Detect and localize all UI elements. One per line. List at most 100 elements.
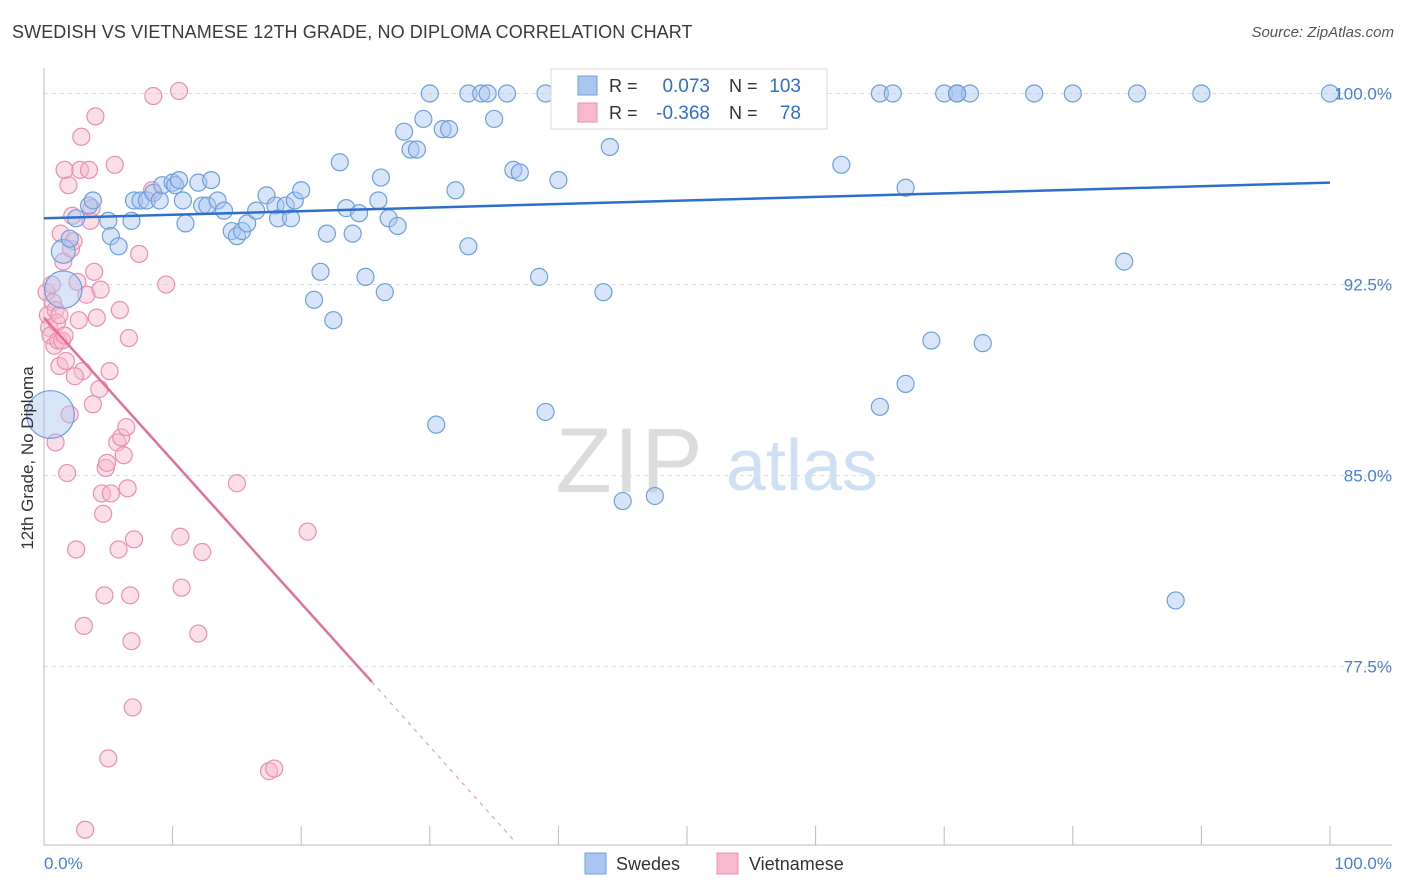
y-tick-labels: 100.0% 92.5% 85.0% 77.5% [1334,84,1392,676]
swedes-point [1320,84,1340,103]
stats-n-value-swedes: 103 [769,76,801,97]
vietnamese-point [101,484,120,503]
vietnamese-point [105,155,124,174]
vietnamese-point [97,453,117,472]
swedes-point [922,331,941,350]
legend-label-vietnamese: Vietnamese [749,854,844,874]
swedes-point [960,84,980,103]
swedes-point [883,84,902,103]
swedes-point [459,237,478,256]
stats-r-label-vietnamese: R = [609,103,643,123]
legend-swatch-swedes [584,852,607,875]
swedes-point [222,221,241,241]
swedes-point [414,109,433,129]
vietnamese-point [52,331,72,350]
swedes-point [349,204,369,223]
vietnamese-point [259,762,279,781]
vietnamese-point [67,540,86,559]
y-tick-label-3: 77.5% [1344,658,1392,677]
vietnamese-point [112,428,131,447]
swedes-point [99,211,118,230]
swedes-point [973,334,992,353]
swedes-point [613,491,632,511]
stats-swatch-swedes [577,75,598,96]
swedes-point [257,186,276,205]
swedes-point [394,122,414,141]
stats-n-label-vietnamese: N = [729,103,763,123]
swedes-point [870,397,890,416]
swedes-point [83,191,102,210]
swedes-point [169,170,189,190]
vietnamese-point [58,463,77,483]
swedes-point [285,191,304,210]
swedes-point [26,390,75,439]
swedes-point [202,170,221,190]
vietnamese-point [55,326,74,345]
vietnamese-point [72,127,91,146]
y-axis-label: 12th Grade, No Diploma [18,366,37,550]
vietnamese-point [169,81,189,101]
swedes-point [433,120,452,139]
vietnamese-point [122,632,141,651]
swedes-point [439,120,459,139]
vietnamese-point [65,367,84,386]
swedes-point [173,191,192,210]
vietnamese-point [193,542,212,562]
swedes-point [324,311,343,330]
swedes-point [645,486,664,506]
chart-title: SWEDISH VS VIETNAMESE 12TH GRADE, NO DIP… [12,22,693,42]
vietnamese-point [50,306,69,325]
swedes-point [896,178,915,197]
swedes-point [427,415,446,434]
vietnamese-point [55,160,74,180]
swedes-point [530,267,549,286]
swedes-point [238,214,257,233]
swedes-point [594,283,613,302]
vietnamese-point [123,698,142,717]
swedes-point [600,137,619,157]
swedes-point [176,214,195,233]
swedes-point [317,224,337,243]
series-legend: Swedes Vietnamese [584,852,844,875]
swedes-point [214,201,234,220]
vietnamese-point [110,300,129,320]
vietnamese-point [91,280,110,299]
vietnamese-point [189,624,208,643]
swedes-point [832,155,851,174]
legend-label-swedes: Swedes [616,854,680,874]
vietnamese-point [114,446,133,465]
swedes-point [371,168,391,187]
swedes-point [935,84,954,103]
swedes-point [292,181,311,200]
swedes-point [304,290,324,309]
swedes-point [281,209,301,228]
swedes-point [459,84,478,103]
swedes-point [1025,84,1044,103]
vietnamese-trend-line [43,316,373,683]
swedes-point [947,84,967,103]
source-label: Source: ZipAtlas.com [1251,24,1394,41]
swedes-point [870,84,890,103]
swedes-point [1063,84,1082,103]
x-tick-label-max: 100.0% [1334,854,1392,873]
swedes-point [896,374,915,393]
x-tick-label-min: 0.0% [44,854,83,873]
y-tick-label-2: 85.0% [1344,467,1392,486]
stats-r-value-swedes: 0.073 [662,76,710,97]
vietnamese-point [59,176,78,195]
swedes-point [1192,84,1211,103]
vietnamese-point [118,479,137,498]
swedes-point [485,109,504,129]
vietnamese-point [172,578,191,597]
vietnamese-point [69,311,88,330]
vietnamese-point [87,308,106,327]
vietnamese-point [99,749,118,768]
stats-r-label-swedes: R = [609,76,643,96]
swedes-point [150,191,169,210]
swedes-point [407,140,427,159]
vietnamese-point [94,504,113,523]
y-tick-label-1: 92.5% [1344,276,1392,295]
vietnamese-point [144,86,163,106]
vietnamese-point [171,527,190,546]
swedes-point [536,402,555,422]
